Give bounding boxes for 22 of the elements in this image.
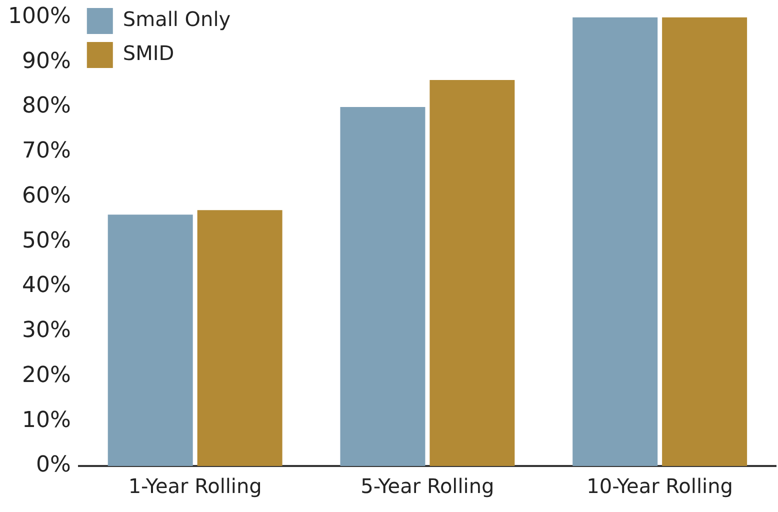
y-tick-label: 70% [22,138,71,164]
x-tick-label: 5-Year Rolling [360,474,494,498]
bar [662,17,748,466]
y-tick-label: 50% [22,228,71,254]
legend-label: SMID [122,41,174,66]
y-tick-label: 60% [22,183,71,208]
x-tick-label: 10-Year Rolling [586,474,733,498]
y-tick-label: 30% [22,318,71,344]
bar [108,214,193,466]
y-tick-label: 20% [22,362,71,388]
bar [197,210,282,466]
y-tick-label: 40% [22,273,71,298]
y-tick-label: 0% [36,452,71,478]
y-tick-label: 100% [8,4,71,29]
bar [340,106,426,466]
x-tick-label: 1-Year Rolling [128,474,262,498]
y-tick-label: 90% [22,48,71,74]
legend-label: Small Only [122,7,231,32]
y-tick-label: 10% [22,408,71,433]
y-tick-label: 80% [22,94,71,119]
bar [572,17,658,466]
bar [430,80,515,466]
